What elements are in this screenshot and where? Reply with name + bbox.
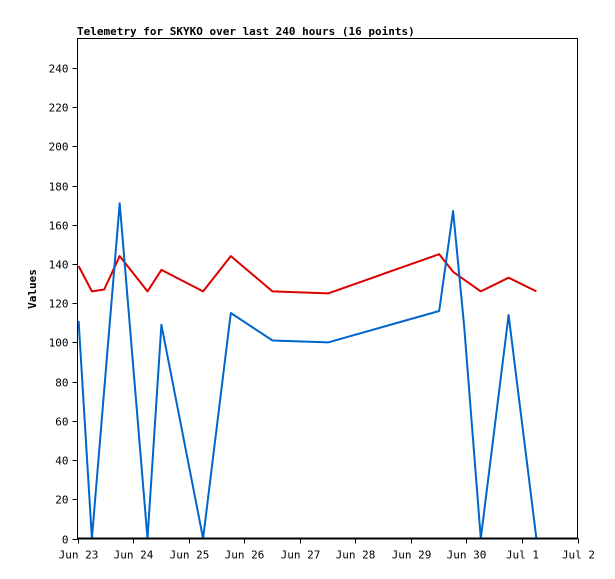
y-tick-label: 60 bbox=[55, 416, 68, 429]
x-tick-label: Jun 25 bbox=[170, 549, 210, 562]
y-tick-label: 220 bbox=[49, 102, 69, 115]
y-axis-label: Values bbox=[26, 269, 39, 309]
x-tick-label: Jun 28 bbox=[336, 549, 376, 562]
series-line-1 bbox=[77, 253, 537, 295]
y-tick-label: 200 bbox=[49, 141, 69, 154]
series-line-2 bbox=[77, 202, 538, 540]
y-tick-label: 240 bbox=[49, 63, 69, 76]
x-axis: Jun 23 Jun 24 Jun 25 Jun 26 Jun 27 Jun 28 Jun … bbox=[59, 538, 595, 562]
y-tick-label: 100 bbox=[49, 337, 69, 350]
x-tick-label: Jun 26 bbox=[225, 549, 265, 562]
y-tick-label: 20 bbox=[55, 494, 68, 507]
x-tick-label: Jul 1 bbox=[506, 549, 539, 562]
y-tick-label: 120 bbox=[49, 298, 69, 311]
x-tick-label: Jun 27 bbox=[281, 549, 321, 562]
y-tick-label: 0 bbox=[62, 534, 69, 547]
x-tick-label: Jun 23 bbox=[59, 549, 99, 562]
y-tick-label: 80 bbox=[55, 377, 68, 390]
x-tick-label: Jun 29 bbox=[392, 549, 432, 562]
x-tick-label: Jun 24 bbox=[114, 549, 154, 562]
series-layer bbox=[77, 202, 578, 540]
x-tick-label: Jun 30 bbox=[447, 549, 487, 562]
y-tick-label: 160 bbox=[49, 220, 69, 233]
chart-title: Telemetry for SKYKO over last 240 hours … bbox=[77, 25, 415, 38]
y-tick-label: 40 bbox=[55, 455, 68, 468]
y-tick-label: 140 bbox=[49, 259, 69, 272]
y-axis: 0 20 40 60 80 100 120 140 160 180 200 220 240 bbox=[49, 63, 78, 547]
x-tick-label: Jul 2 bbox=[562, 549, 595, 562]
y-tick-label: 180 bbox=[49, 181, 69, 194]
